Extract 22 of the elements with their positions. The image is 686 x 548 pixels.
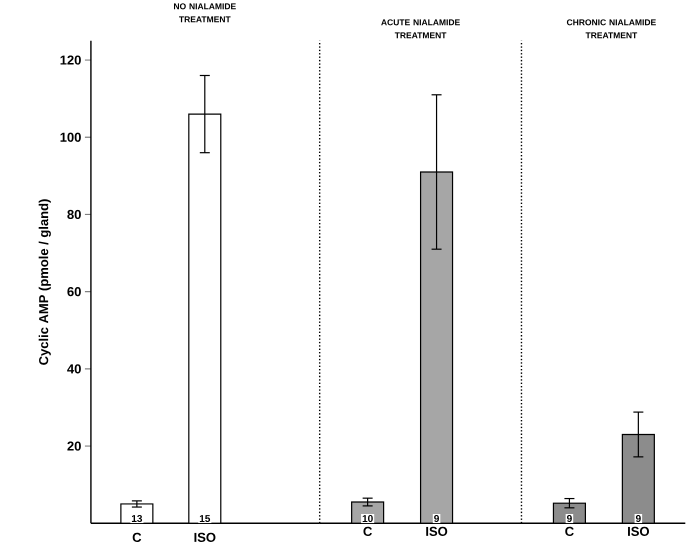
- y-tick-label: 40: [67, 364, 81, 374]
- x-tick-label: ISO: [628, 526, 649, 536]
- annotation: 9: [566, 514, 572, 522]
- y-axis-title: Cyclic AMP (pmole / gland): [38, 199, 51, 365]
- annotation: 9: [434, 514, 439, 522]
- chart-title: ACUTE NIALAMIDE TREATMENT: [381, 19, 460, 38]
- x-tick-label: C: [363, 526, 372, 536]
- x-tick-label: ISO: [194, 532, 216, 542]
- annotation: 10: [362, 514, 373, 522]
- annotation: 9: [636, 514, 641, 522]
- x-tick-label: C: [132, 532, 142, 542]
- y-tick-label: 20: [67, 441, 81, 451]
- x-tick-label: C: [565, 526, 574, 536]
- y-tick-label: 60: [67, 286, 81, 296]
- annotation: 15: [200, 514, 210, 522]
- y-tick-label: 80: [67, 210, 81, 219]
- chart-title: CHRONIC NIALAMIDE TREATMENT: [566, 19, 656, 38]
- y-tick-label: 120: [60, 55, 81, 65]
- annotation: 13: [132, 514, 142, 522]
- x-tick-label: ISO: [426, 526, 448, 536]
- y-tick-label: 100: [60, 132, 81, 142]
- chart-title: NO NIALAMIDE TREATMENT: [174, 3, 236, 22]
